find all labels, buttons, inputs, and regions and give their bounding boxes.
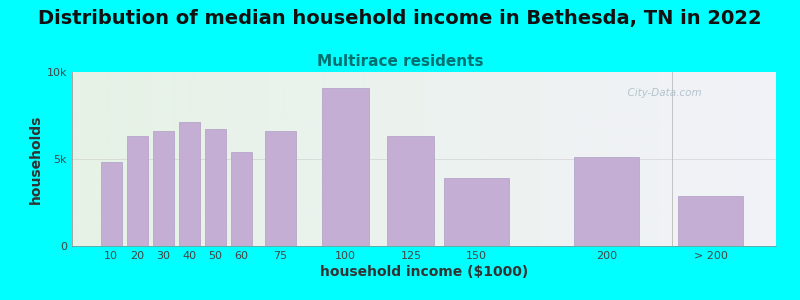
Bar bbox=[678, 196, 743, 246]
X-axis label: household income ($1000): household income ($1000) bbox=[320, 265, 528, 279]
Bar bbox=[231, 152, 252, 246]
Bar bbox=[126, 136, 148, 246]
Bar bbox=[205, 129, 226, 246]
Text: Multirace residents: Multirace residents bbox=[317, 54, 483, 69]
Bar bbox=[179, 122, 200, 246]
Bar bbox=[153, 131, 174, 246]
Bar bbox=[387, 136, 434, 246]
Y-axis label: households: households bbox=[29, 114, 42, 204]
Bar bbox=[443, 178, 509, 246]
Bar bbox=[101, 163, 122, 246]
Text: Distribution of median household income in Bethesda, TN in 2022: Distribution of median household income … bbox=[38, 9, 762, 28]
Text: City-Data.com: City-Data.com bbox=[621, 88, 702, 98]
Bar bbox=[322, 88, 370, 246]
Bar bbox=[574, 157, 639, 246]
Bar bbox=[265, 131, 296, 246]
